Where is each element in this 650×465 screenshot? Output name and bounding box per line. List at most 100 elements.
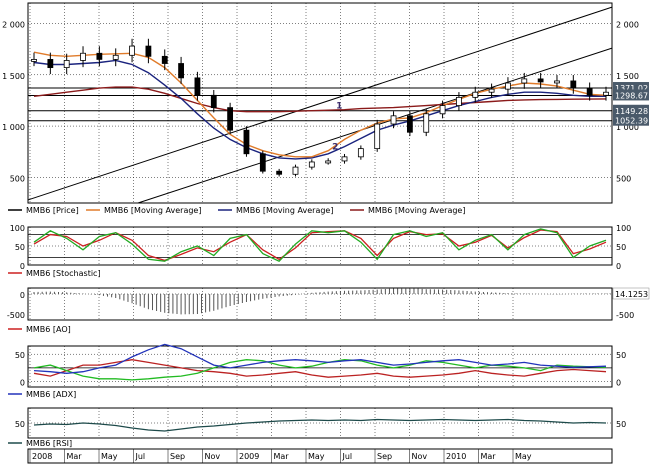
price-candle bbox=[554, 80, 560, 84]
price-candle bbox=[178, 63, 184, 79]
price-candle bbox=[537, 78, 544, 83]
x-tick-label: Sep bbox=[377, 452, 392, 461]
legend-label: MMB6 [Price] bbox=[26, 206, 79, 215]
y-tick-label: 1 000 bbox=[2, 123, 25, 132]
price-candle bbox=[472, 91, 479, 98]
price-candle bbox=[505, 82, 511, 90]
x-tick-label: Jul bbox=[135, 452, 146, 461]
ma-darkred-line bbox=[33, 86, 607, 113]
price-candle bbox=[570, 80, 577, 89]
x-tick-label: Mar bbox=[67, 452, 83, 461]
adx-green-line bbox=[33, 359, 607, 381]
x-tick-label: May bbox=[101, 452, 118, 461]
y-tick-label: 0 bbox=[616, 379, 621, 388]
price-candle bbox=[194, 77, 201, 96]
price-candle bbox=[603, 91, 609, 96]
legend-label: MMB6 [RSI] bbox=[26, 439, 72, 448]
price-candle bbox=[259, 153, 266, 172]
price-candle bbox=[439, 105, 446, 115]
price-candle bbox=[276, 170, 283, 175]
y-tick-label: 100 bbox=[10, 224, 25, 233]
y-tick-label: 50 bbox=[15, 351, 25, 360]
y-tick-label: 2 000 bbox=[616, 21, 639, 30]
panel-frame-adx bbox=[27, 345, 613, 388]
price-candle bbox=[325, 160, 332, 164]
y-tick-label: 100 bbox=[616, 224, 631, 233]
x-tick-label: Jul bbox=[342, 452, 353, 461]
legend-label: MMB6 [AO] bbox=[26, 325, 71, 334]
price-candle bbox=[292, 166, 299, 175]
price-candle bbox=[357, 148, 364, 158]
y-tick-label: 1 500 bbox=[616, 72, 639, 81]
x-tick-label: Nov bbox=[205, 452, 221, 461]
y-tick-label: -500 bbox=[616, 311, 634, 320]
adx-red-line bbox=[33, 359, 607, 378]
price-candle bbox=[488, 88, 495, 93]
x-tick-label: Nov bbox=[412, 452, 428, 461]
y-tick-label: 2 000 bbox=[2, 21, 25, 30]
ao-value-label: 14.1253 bbox=[615, 290, 648, 299]
y-tick-label: 50 bbox=[15, 243, 25, 252]
y-tick-label: 50 bbox=[616, 243, 626, 252]
x-tick-label: 2009 bbox=[239, 452, 259, 461]
price-level-label: 1052.39 bbox=[615, 117, 648, 126]
price-candle bbox=[390, 115, 397, 125]
price-candle bbox=[96, 52, 103, 60]
legend-label: MMB6 [Moving Average] bbox=[368, 206, 465, 215]
price-candle bbox=[521, 78, 528, 84]
legend-label: MMB6 [ADX] bbox=[26, 390, 76, 399]
x-tick-label: Mar bbox=[481, 452, 497, 461]
y-tick-label: 1 000 bbox=[616, 123, 639, 132]
price-candle bbox=[80, 52, 86, 61]
price-candle bbox=[423, 113, 430, 133]
ma-blue-line bbox=[33, 59, 606, 160]
price-level-label: 1298.67 bbox=[615, 91, 648, 100]
ao-value-box bbox=[612, 287, 650, 300]
legend-label: MMB6 [Moving Average] bbox=[236, 206, 333, 215]
x-tick-label: 2008 bbox=[32, 452, 52, 461]
x-tick-label: Mar bbox=[274, 452, 290, 461]
price-level-box bbox=[613, 89, 649, 101]
price-candle bbox=[341, 156, 348, 162]
price-candle bbox=[456, 96, 462, 106]
y-tick-label: 0 bbox=[20, 291, 25, 300]
rsi-line bbox=[33, 418, 607, 432]
price-level-box bbox=[613, 104, 649, 116]
x-tick-label: 2010 bbox=[446, 452, 466, 461]
price-candle bbox=[210, 94, 217, 109]
y-tick-label: 1 500 bbox=[2, 72, 25, 81]
y-tick-label: 0 bbox=[616, 262, 621, 271]
price-candle bbox=[227, 107, 234, 131]
y-tick-label: -500 bbox=[7, 311, 25, 320]
price-candle bbox=[308, 161, 315, 168]
price-candle bbox=[63, 60, 70, 69]
price-candle bbox=[31, 59, 37, 62]
stoch-k-line bbox=[33, 228, 607, 262]
price-level-label: 1149.28 bbox=[615, 107, 648, 116]
price-candle bbox=[129, 45, 135, 56]
y-tick-label: 0 bbox=[20, 262, 25, 271]
price-candle bbox=[112, 54, 119, 60]
y-tick-label: 500 bbox=[616, 174, 631, 183]
x-tick-label: May bbox=[515, 452, 532, 461]
trend-line bbox=[27, 6, 613, 201]
price-candle bbox=[406, 115, 413, 133]
price-candle bbox=[47, 59, 54, 69]
price-level-box bbox=[613, 82, 649, 94]
price-candle bbox=[586, 87, 593, 96]
price-candle bbox=[161, 55, 168, 64]
price-level-box bbox=[613, 114, 649, 126]
annotation-label: 2 bbox=[332, 143, 338, 153]
x-tick-label: May bbox=[308, 452, 325, 461]
legend-label: MMB6 [Stochastic] bbox=[26, 269, 101, 278]
price-candle bbox=[374, 123, 381, 150]
y-tick-label: 50 bbox=[616, 420, 626, 429]
y-tick-label: 50 bbox=[616, 351, 626, 360]
annotation-label: 1 bbox=[336, 102, 342, 112]
y-tick-label: 500 bbox=[10, 174, 25, 183]
y-tick-label: 50 bbox=[15, 420, 25, 429]
x-axis-frame bbox=[27, 448, 613, 464]
x-tick-label: Sep bbox=[170, 452, 185, 461]
y-tick-label: 0 bbox=[20, 379, 25, 388]
